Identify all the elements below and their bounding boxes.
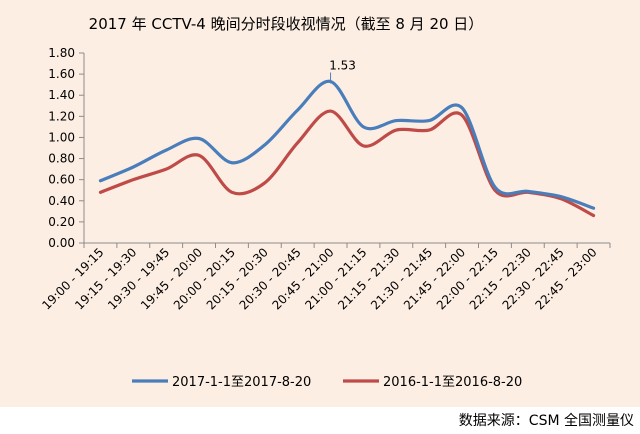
series-line-0 (98, 79, 596, 210)
y-tick-label: 0.80 (48, 152, 75, 166)
y-tick-label: 1.00 (48, 130, 75, 144)
y-tick-label: 1.80 (48, 46, 75, 60)
y-tick-label: 1.40 (48, 88, 75, 102)
chart-area: 2017 年 CCTV-4 晚间分时段收视情况（截至 8 月 20 日） 0.0… (0, 0, 640, 407)
line-chart: 2017 年 CCTV-4 晚间分时段收视情况（截至 8 月 20 日） 0.0… (39, 15, 611, 390)
legend: 2017-1-1至2017-8-20 2016-1-1至2016-8-20 (132, 375, 522, 390)
series-layer: 1.53 (98, 59, 596, 218)
axes: 0.00 0.20 0.40 0.60 0.80 1.00 1.20 1.40 1.60 1.80… (39, 46, 611, 312)
legend-label: 2016-1-1至2016-8-20 (383, 375, 522, 390)
y-tick-label: 1.20 (48, 109, 75, 123)
y-tick-label: 0.00 (48, 236, 75, 250)
y-tick-label: 0.60 (48, 173, 75, 187)
series-line-1 (98, 109, 596, 218)
data-label: 1.53 (329, 59, 356, 73)
y-tick-label: 0.20 (48, 215, 75, 229)
legend-label: 2017-1-1至2017-8-20 (172, 375, 311, 390)
y-tick-label: 1.60 (48, 67, 75, 81)
y-tick-label: 0.40 (48, 194, 75, 208)
source-note: 数据来源：CSM 全国测量仪 (458, 413, 634, 429)
chart-title: 2017 年 CCTV-4 晚间分时段收视情况（截至 8 月 20 日） (89, 15, 484, 33)
